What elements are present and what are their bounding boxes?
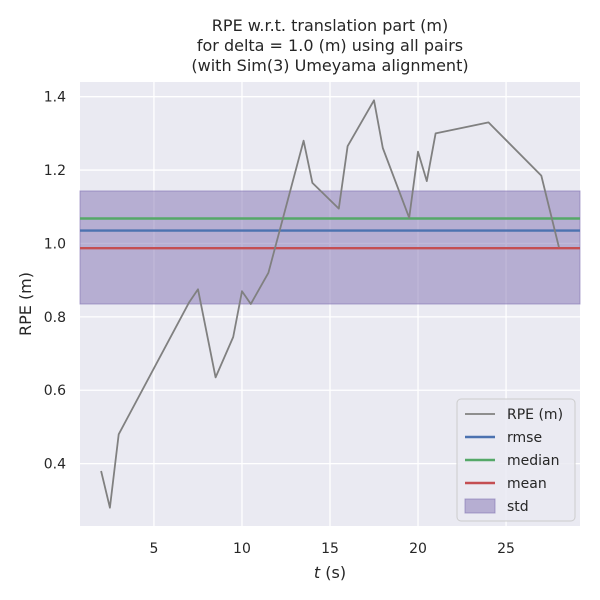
grid xyxy=(80,82,580,526)
legend-mean-label: mean xyxy=(507,476,547,492)
x-tick-label: 20 xyxy=(409,541,427,557)
x-tick-label: 5 xyxy=(149,541,158,557)
chart-title: RPE w.r.t. translation part (m)for delta… xyxy=(191,16,468,75)
y-tick-label: 1.2 xyxy=(44,163,66,179)
rpe-series-line xyxy=(100,99,560,509)
y-tick-labels: 0.4 0.6 0.8 1.0 1.2 1.4 xyxy=(44,90,66,473)
y-tick-label: 1.4 xyxy=(44,90,66,106)
x-tick-labels: 5 10 15 20 25 xyxy=(149,541,514,557)
legend-median-label: median xyxy=(507,453,559,469)
x-axis-label-unit: (s) xyxy=(320,563,346,582)
chart-title-line: for delta = 1.0 (m) using all pairs xyxy=(197,36,463,55)
series xyxy=(100,99,560,509)
legend: RPE (m) rmse median mean std xyxy=(456,398,576,522)
x-tick-label: 15 xyxy=(321,541,339,557)
y-axis-label: RPE (m) xyxy=(16,272,35,336)
legend-rpe-label: RPE (m) xyxy=(507,407,563,423)
reference-lines xyxy=(80,217,580,250)
x-axis-label: t (s) xyxy=(314,563,346,582)
y-tick-label: 1.0 xyxy=(44,236,66,252)
y-tick-label: 0.8 xyxy=(44,310,66,326)
y-tick-label: 0.4 xyxy=(44,457,66,473)
y-tick-label: 0.6 xyxy=(44,383,66,399)
legend-std-swatch xyxy=(464,498,496,514)
legend-std-label: std xyxy=(507,499,529,515)
chart-title-line: (with Sim(3) Umeyama alignment) xyxy=(191,56,468,75)
x-axis-label-var: t xyxy=(314,563,321,582)
chart-title-line: RPE w.r.t. translation part (m) xyxy=(212,16,448,35)
legend-rmse-label: rmse xyxy=(507,430,542,446)
x-tick-label: 10 xyxy=(233,541,251,557)
legend-box xyxy=(456,398,576,522)
x-tick-label: 25 xyxy=(497,541,515,557)
